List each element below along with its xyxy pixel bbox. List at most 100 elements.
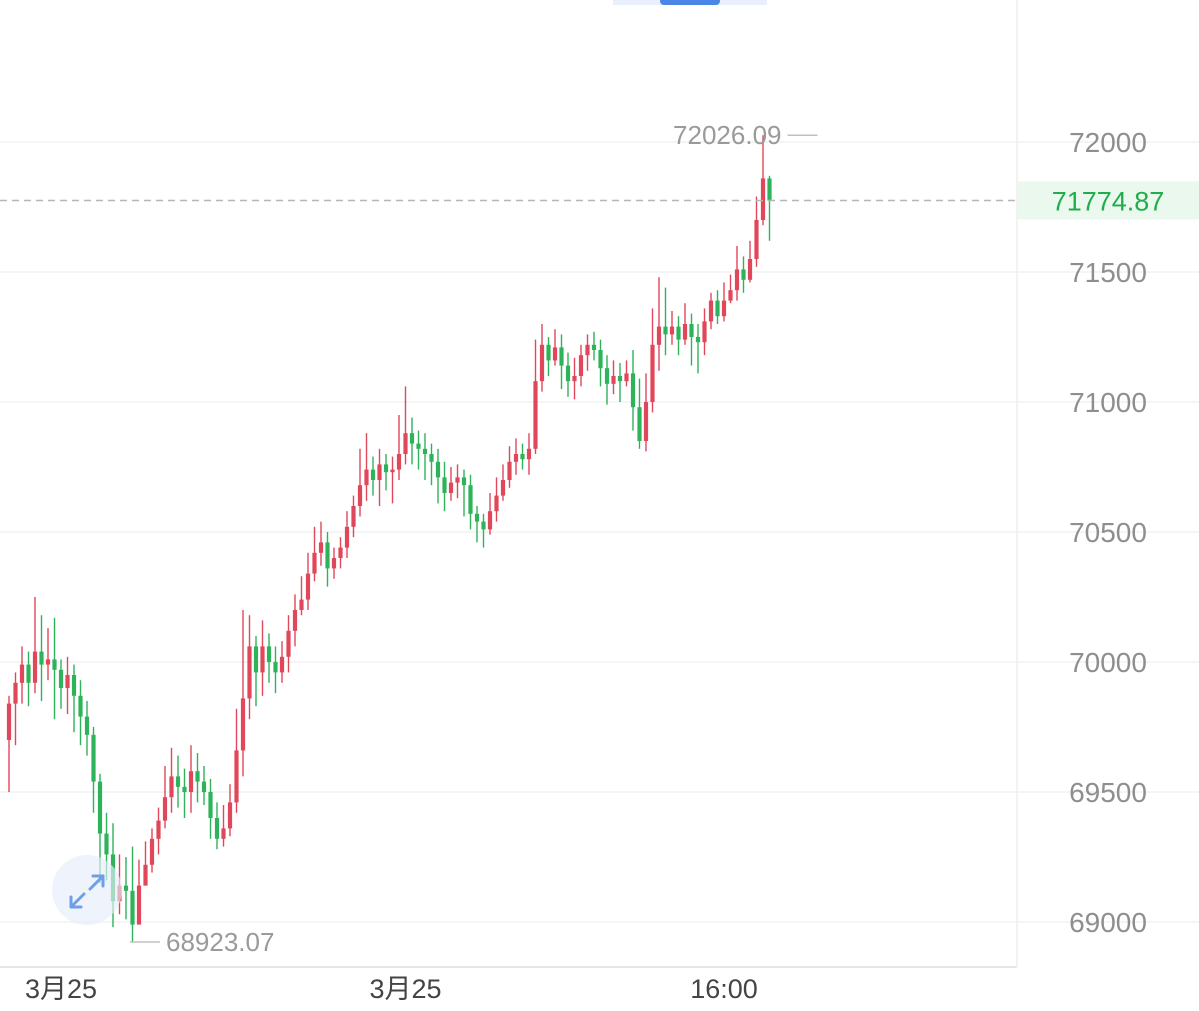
candle-body <box>565 365 571 382</box>
candle-body <box>611 376 616 384</box>
candle-body <box>221 828 226 839</box>
candle <box>591 331 597 361</box>
candle <box>682 303 688 345</box>
candle <box>728 274 733 304</box>
candle <box>227 784 233 837</box>
candle <box>526 433 532 475</box>
candle <box>45 628 51 681</box>
candle <box>429 443 434 486</box>
candle <box>149 828 155 873</box>
candle <box>643 373 649 452</box>
current-price-label-background <box>1018 181 1199 220</box>
candle-body <box>247 646 252 699</box>
candle <box>344 511 350 558</box>
candle <box>292 594 298 647</box>
candle <box>513 438 519 475</box>
candle <box>650 308 655 413</box>
candle-body <box>299 599 304 610</box>
candle-body <box>598 350 603 369</box>
candle <box>32 597 38 694</box>
candle-body <box>702 321 707 343</box>
expand-chart-button[interactable] <box>52 855 122 925</box>
candle <box>214 802 220 850</box>
candle-body <box>494 495 499 512</box>
candle-body <box>143 864 148 886</box>
candle <box>273 646 278 694</box>
candle-body <box>253 646 259 673</box>
candle <box>734 246 740 301</box>
candle <box>182 768 187 818</box>
candle-body <box>13 682 18 704</box>
candle <box>702 308 707 356</box>
candle-body <box>234 750 239 803</box>
candle-body <box>585 344 590 356</box>
candle <box>747 240 753 283</box>
x-tick-label: 16:00 <box>690 974 758 1004</box>
candle-body <box>507 461 512 480</box>
candle-body <box>754 220 759 259</box>
candle-body <box>747 259 753 280</box>
candle-body <box>715 300 720 317</box>
candle-body <box>78 695 83 717</box>
grid-layer <box>0 141 1199 923</box>
candle-body <box>383 464 389 473</box>
high-price-label: 72026.09 <box>673 120 781 150</box>
candle-body <box>533 381 538 449</box>
candle <box>156 807 161 855</box>
candle <box>188 745 194 813</box>
candle-body <box>123 885 129 891</box>
candle-body <box>273 662 278 673</box>
candle-body <box>663 326 668 335</box>
candle-body <box>260 646 265 673</box>
candle-body <box>279 656 285 673</box>
candle-body <box>526 448 532 460</box>
candle <box>663 287 668 356</box>
candle-body <box>39 651 44 665</box>
candle <box>377 448 382 506</box>
candle <box>175 755 181 808</box>
candle <box>546 337 551 376</box>
candle-body <box>97 781 103 834</box>
candle <box>136 859 142 925</box>
candle <box>84 701 90 756</box>
candle-body <box>468 485 473 514</box>
candle-body <box>351 506 356 527</box>
candle <box>461 469 467 517</box>
candle <box>364 433 369 501</box>
candle <box>234 708 239 813</box>
active-tab-indicator[interactable] <box>613 0 767 5</box>
candle-body <box>195 771 200 782</box>
candle <box>19 646 25 704</box>
candle <box>468 474 473 530</box>
candle-body <box>578 355 584 376</box>
candle <box>162 766 168 829</box>
candle-body <box>416 443 421 449</box>
candle <box>585 334 590 371</box>
candle-body <box>6 703 12 740</box>
candle-body <box>26 664 31 683</box>
candle <box>396 415 402 480</box>
candle-body <box>52 659 57 670</box>
candle <box>286 615 291 673</box>
candle-body <box>357 485 363 506</box>
candle-body <box>767 178 772 201</box>
candle <box>221 805 226 847</box>
candle-body <box>188 771 194 792</box>
candle <box>689 313 694 366</box>
candle <box>370 456 376 496</box>
candle <box>442 461 447 512</box>
candle <box>559 334 564 389</box>
candle <box>474 506 480 543</box>
candle-body <box>591 344 597 350</box>
candle-body <box>403 433 408 454</box>
candle <box>617 363 623 402</box>
candle <box>260 620 265 696</box>
candle-body <box>539 344 545 382</box>
candle <box>201 766 207 805</box>
candle <box>455 464 460 499</box>
candle <box>312 526 317 582</box>
candle <box>754 196 759 267</box>
candle-body <box>318 542 324 553</box>
candle <box>383 454 389 491</box>
